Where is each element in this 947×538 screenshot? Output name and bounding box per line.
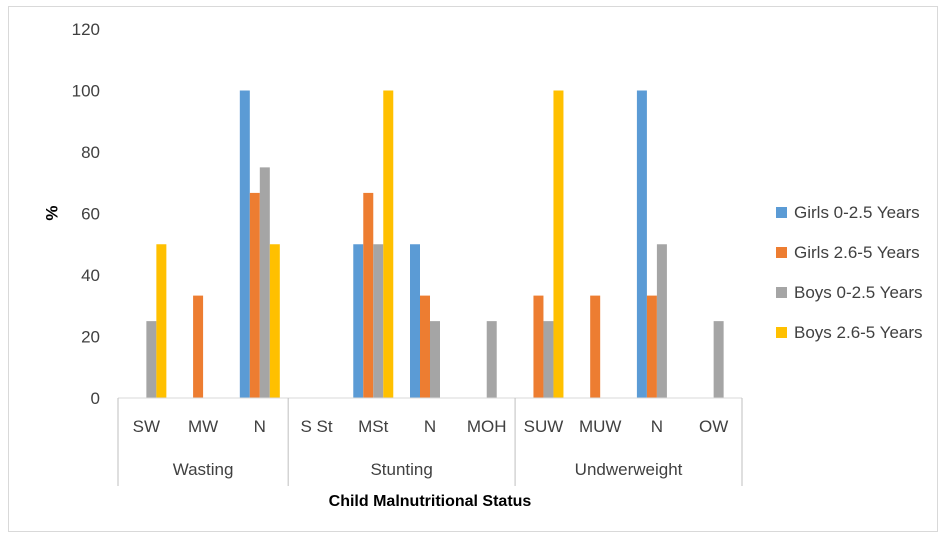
bar [259,167,270,398]
x-axis: SW MW N S St MSt N MOH SUW MUW N OW Wasting Stunting… [117,397,743,486]
x-tick-label: SUW [524,417,564,436]
legend-swatch [776,327,787,338]
x-group-label: Stunting [370,460,432,479]
bar [193,295,204,398]
bar [156,244,167,398]
bar [553,90,564,398]
legend-swatch [776,247,787,258]
legend-label: Girls 0-2.5 Years [794,203,920,222]
bar [533,295,544,398]
bar [713,321,724,398]
bars [146,90,724,398]
legend-swatch [776,207,787,218]
bar [543,321,554,398]
x-group-label: Wasting [173,460,234,479]
bar [269,244,280,398]
y-tick-label: 0 [91,389,100,408]
x-tick-label: MW [188,417,218,436]
y-tick-label: 20 [81,328,100,347]
y-tick-label: 60 [81,205,100,224]
y-axis: 0 20 40 60 80 100 120 [72,20,100,408]
x-tick-label: N [254,417,266,436]
x-tick-label: N [651,417,663,436]
x-tick-label: S St [300,417,332,436]
y-tick-label: 100 [72,82,100,101]
x-tick-label: N [424,417,436,436]
bar [383,90,394,398]
y-tick-label: 80 [81,143,100,162]
bar [590,295,601,398]
bar [373,244,384,398]
x-axis-label: Child Malnutritional Status [329,493,532,510]
legend-label: Boys 2.6-5 Years [794,323,923,342]
bar [410,244,420,398]
bar [486,321,497,398]
bar [239,90,250,398]
legend-swatch [776,287,787,298]
y-tick-label: 40 [81,266,100,285]
x-tick-label: MOH [467,417,507,436]
bar [146,321,157,398]
legend-label: Boys 0-2.5 Years [794,283,923,302]
x-tick-label: OW [699,417,728,436]
y-axis-label: % [42,205,61,220]
legend: Girls 0-2.5 Years Girls 2.6-5 Years Boys 0… [776,203,923,342]
bar [656,244,667,398]
x-tick-label: MSt [358,417,389,436]
bar [420,295,430,398]
x-group-label: Undwerweight [575,460,683,479]
bar [646,295,657,398]
bar [636,90,647,398]
bar [353,244,364,398]
bar [249,192,260,398]
y-tick-label: 120 [72,20,100,39]
legend-label: Girls 2.6-5 Years [794,243,920,262]
x-tick-label: SW [133,417,160,436]
x-tick-label: MUW [579,417,621,436]
bar [430,321,440,398]
bar [363,192,374,398]
